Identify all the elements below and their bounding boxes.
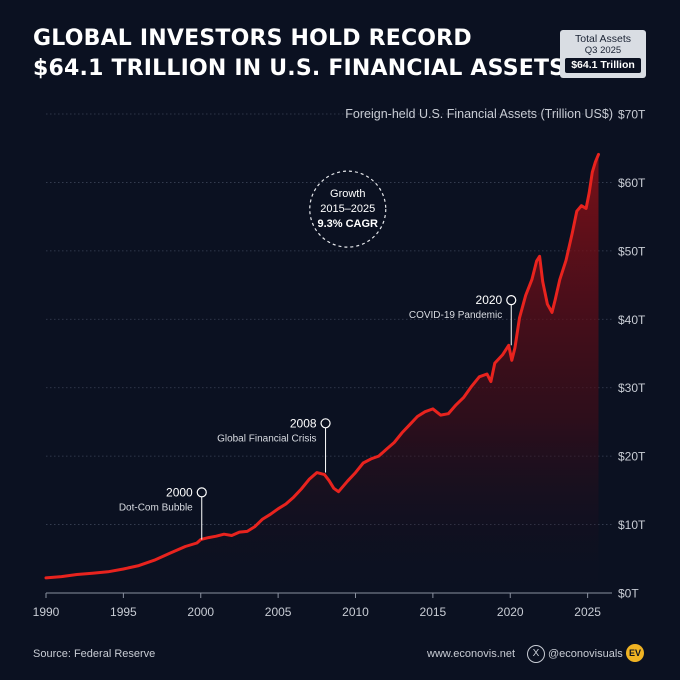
source-note: Source: Federal Reserve	[33, 648, 156, 660]
annotation-year: 2020	[476, 293, 503, 307]
annotations: 2000 Dot-Com Bubble 2008 Global Financial C…	[119, 293, 517, 540]
area-layer	[44, 152, 600, 593]
badge-value: $64.1 Trillion	[565, 58, 641, 73]
y-tick-label: $60T	[618, 176, 646, 190]
badge-period: Q3 2025	[584, 45, 622, 56]
annotation-label: Dot-Com Bubble	[119, 502, 193, 513]
y-tick-label: $30T	[618, 381, 646, 395]
chart-subtitle: Foreign-held U.S. Financial Assets (Tril…	[345, 107, 613, 121]
x-axis-ticks: 1990 1995 2000 2005 2010 2015 2020 2025	[33, 593, 601, 619]
total-assets-badge: Total Assets Q3 2025 $64.1 Trillion	[560, 30, 646, 78]
x-tick-label: 2020	[497, 605, 524, 619]
annotation-marker	[506, 295, 517, 306]
callout-line-3: 9.3% CAGR	[317, 218, 378, 230]
badge-title: Total Assets	[574, 33, 632, 45]
callout-line-1: Growth	[330, 188, 365, 200]
series-area-fill	[46, 154, 599, 593]
annotation-year: 2000	[166, 485, 193, 499]
x-tick-label: 2005	[265, 605, 292, 619]
y-tick-label: $0T	[618, 587, 639, 601]
annotation-marker	[320, 418, 331, 429]
annotation-marker	[196, 487, 207, 498]
y-tick-label: $50T	[618, 244, 646, 258]
y-tick-label: $70T	[618, 108, 646, 122]
x-logo-icon: X	[527, 645, 545, 663]
x-tick-label: 2000	[187, 605, 214, 619]
callout-line-2: 2015–2025	[320, 203, 375, 215]
x-tick-label: 1995	[110, 605, 137, 619]
x-tick-label: 2010	[342, 605, 369, 619]
x-tick-label: 1990	[33, 605, 60, 619]
econovis-logo: EV	[626, 644, 644, 662]
y-axis-ticks: $0T $10T $20T $30T $40T $50T $60T $70T	[618, 108, 646, 601]
annotation-label: COVID-19 Pandemic	[409, 310, 502, 321]
cagr-callout: Growth 2015–2025 9.3% CAGR	[309, 170, 387, 248]
x-tick-label: 2025	[574, 605, 601, 619]
x-tick-label: 2015	[420, 605, 447, 619]
y-tick-label: $10T	[618, 518, 646, 532]
annotation-year: 2008	[290, 416, 317, 430]
callout-circle	[309, 170, 387, 248]
y-tick-label: $40T	[618, 313, 646, 327]
title-line-2: $64.1 TRILLION IN U.S. FINANCIAL ASSETS	[33, 56, 566, 81]
annotation-label: Global Financial Crisis	[217, 433, 316, 444]
series-line	[44, 152, 600, 580]
website-link[interactable]: www.econovis.net	[427, 648, 516, 660]
social-handle[interactable]: @econovisuals	[548, 648, 623, 660]
y-tick-label: $20T	[618, 450, 646, 464]
chart-title-block: GLOBAL INVESTORS HOLD RECORD $64.1 TRILL…	[33, 24, 565, 84]
title-line-1: GLOBAL INVESTORS HOLD RECORD	[33, 26, 472, 51]
